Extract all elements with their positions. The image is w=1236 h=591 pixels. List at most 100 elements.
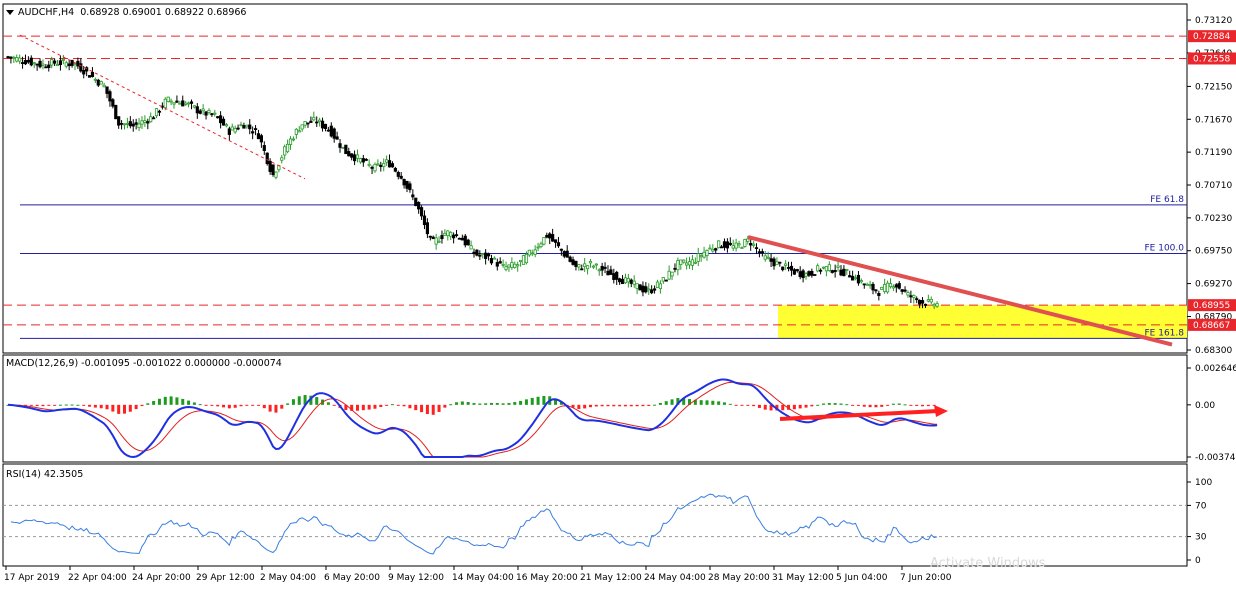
candle-body — [210, 113, 214, 116]
macd-histogram-bar — [460, 401, 464, 405]
candle-body — [370, 166, 374, 169]
candle-body — [830, 270, 834, 273]
candle-body — [221, 118, 226, 126]
candle-body — [87, 75, 92, 78]
candle-body — [728, 242, 732, 245]
candle-body — [35, 63, 39, 66]
price-tick-label: 0.73120 — [1195, 16, 1232, 26]
candle-body — [64, 62, 68, 67]
candle-body — [452, 234, 456, 239]
candle-body — [772, 258, 776, 267]
candle-body — [152, 117, 156, 120]
candle-body — [41, 63, 45, 66]
candle-body — [82, 69, 86, 75]
macd-histogram-bar — [134, 404, 138, 410]
macd-histogram-bar — [507, 402, 511, 405]
candle-body — [906, 292, 910, 296]
macd-histogram-bar — [606, 404, 610, 407]
candle-body — [102, 84, 106, 88]
macd-histogram-bar — [886, 404, 890, 406]
candle-body — [332, 128, 336, 139]
candle-body — [539, 243, 543, 248]
candle-body — [871, 283, 875, 291]
candle-body — [454, 234, 459, 237]
rsi-tick-label: 30 — [1195, 533, 1207, 543]
macd-histogram-bar — [111, 404, 115, 412]
macd-histogram-bar — [915, 404, 919, 406]
macd-main-line — [7, 378, 938, 459]
candle-body — [195, 106, 199, 114]
candle-body — [856, 274, 861, 284]
candle-body — [405, 180, 409, 189]
candle-body — [233, 128, 237, 133]
candle-body — [29, 57, 33, 66]
candle-body — [105, 86, 109, 94]
candle-body — [478, 254, 482, 257]
macd-histogram-bar — [262, 404, 266, 409]
macd-histogram-bar — [583, 404, 587, 409]
macd-histogram-bar — [425, 404, 429, 415]
candle-body — [492, 257, 496, 260]
candle-body — [553, 239, 558, 243]
candle-body — [189, 101, 194, 104]
candle-body — [93, 78, 97, 81]
macd-histogram-bar — [431, 404, 435, 415]
candle-body — [650, 289, 654, 294]
rsi-tick-label: 100 — [1195, 478, 1212, 488]
candle-body — [12, 57, 16, 59]
candle-body — [612, 273, 616, 280]
candle-body — [239, 124, 243, 127]
chevron-down-icon[interactable] — [6, 10, 14, 15]
macd-histogram-bar — [868, 404, 872, 408]
rsi-tick-label: 0 — [1195, 556, 1201, 566]
candle-body — [883, 284, 887, 292]
macd-histogram-bar — [623, 404, 627, 407]
candle-body — [373, 163, 377, 172]
candle-body — [323, 123, 328, 129]
candle-body — [778, 261, 782, 264]
candle-body — [53, 60, 57, 64]
macd-histogram-bar — [682, 398, 686, 405]
macd-histogram-bar — [227, 404, 231, 409]
macd-histogram-bar — [251, 404, 255, 406]
macd-histogram-bar — [618, 404, 622, 407]
macd-histogram-bar — [600, 404, 604, 407]
candle-body — [920, 300, 925, 304]
macd-tick-label: 0.00 — [1195, 401, 1215, 411]
candle-body — [361, 158, 365, 163]
macd-histogram-bar — [332, 404, 336, 406]
candle-body — [466, 239, 470, 246]
macd-histogram-bar — [76, 404, 80, 406]
candle-body — [484, 252, 488, 259]
candle-body — [379, 164, 383, 167]
candle-body — [551, 234, 555, 242]
macd-tick-label: -0.003747 — [1195, 453, 1236, 463]
candle-body — [446, 230, 450, 236]
price-tick-label: 0.68300 — [1195, 346, 1232, 356]
macd-histogram-bar — [449, 404, 453, 406]
macd-histogram-bar — [350, 404, 354, 411]
macd-histogram-bar — [862, 404, 866, 407]
macd-histogram-bar — [554, 398, 558, 405]
candle-body — [862, 283, 866, 286]
price-label-text: 0.72884 — [1193, 32, 1230, 42]
candle-body — [431, 236, 435, 240]
candle-body — [201, 108, 205, 112]
candle-body — [245, 124, 249, 128]
macd-histogram-bar — [169, 396, 173, 405]
macd-histogram-bar — [519, 400, 523, 405]
candle-body — [355, 154, 360, 159]
candle-body — [565, 250, 569, 258]
candle-body — [717, 240, 721, 248]
macd-histogram-bar — [414, 404, 418, 411]
macd-histogram-bar — [64, 404, 68, 406]
macd-histogram-bar — [705, 400, 709, 405]
macd-histogram-bar — [711, 400, 715, 405]
macd-histogram-bar — [326, 402, 330, 405]
candle-body — [708, 247, 712, 250]
candle-body — [495, 262, 499, 267]
candle-body — [562, 251, 566, 257]
candle-body — [699, 255, 703, 258]
candle-body — [784, 263, 788, 266]
